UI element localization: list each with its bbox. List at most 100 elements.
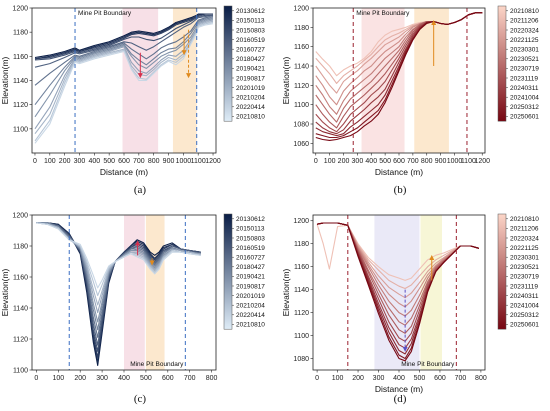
x-tick-label: 500	[140, 375, 152, 382]
boundary-label: Mine Pit Boundary	[356, 10, 410, 17]
y-tick-label: 1160	[13, 54, 28, 61]
x-tick-label: 100	[52, 375, 64, 382]
y-tick-label: 1140	[294, 287, 309, 294]
x-tick-label: 900	[163, 158, 175, 165]
legend-entry: 20220324	[510, 235, 539, 242]
legend-entry: 20210810	[510, 8, 539, 15]
x-tick-label: 1200	[205, 158, 221, 165]
x-tick-label: 400	[365, 158, 377, 165]
x-tick-label: 0	[314, 158, 318, 165]
x-tick-label: 100	[324, 158, 336, 165]
x-axis-label: Distance (m)	[375, 384, 423, 394]
x-tick-label: 0	[33, 158, 37, 165]
y-tick-label: 1140	[294, 64, 309, 71]
legend-entry: 20150113	[236, 18, 265, 25]
y-tick-label: 1180	[294, 25, 309, 32]
legend-entry: 20221125	[510, 37, 539, 44]
x-tick-label: 600	[393, 158, 405, 165]
legend-entry: 20160727	[236, 47, 265, 54]
legend-entry: 20241004	[510, 303, 539, 310]
legend-entry: 20180427	[236, 264, 265, 271]
series-line	[316, 224, 480, 281]
x-tick-label: 100	[332, 375, 344, 382]
legend-entry: 20190421	[236, 274, 265, 281]
y-tick-label: 1120	[13, 102, 28, 109]
y-tick-label: 1120	[13, 337, 28, 344]
y-tick-label: 1160	[294, 44, 309, 51]
panel-caption: (d)	[394, 393, 407, 405]
x-tick-label: 800	[475, 375, 487, 382]
legend-entry: 20240311	[510, 85, 539, 92]
x-tick-label: 300	[74, 158, 86, 165]
y-tick-label: 1100	[294, 333, 309, 340]
x-tick-label: 600	[434, 375, 446, 382]
y-tick-label: 1180	[294, 241, 309, 248]
legend-colorbar	[223, 213, 233, 330]
legend-entry: 20220324	[510, 27, 539, 34]
legend-entry: 20231119	[510, 283, 538, 290]
x-tick-label: 800	[206, 375, 218, 382]
legend-entry: 20240311	[510, 293, 539, 300]
series-line	[36, 222, 201, 289]
y-tick-label: 1120	[294, 83, 309, 90]
y-axis-label: Elevation(m)	[281, 56, 291, 104]
y-tick-label: 1200	[293, 218, 309, 225]
legend-entry: 20250312	[510, 104, 539, 111]
x-tick-label: 1100	[191, 158, 206, 165]
legend-entry: 20230301	[510, 47, 539, 54]
panel-caption: (a)	[134, 184, 147, 196]
series-group	[316, 222, 480, 362]
legend-entry: 20201019	[236, 85, 265, 92]
highlight-band	[124, 215, 145, 370]
series-line	[34, 19, 214, 130]
y-tick-label: 1100	[13, 126, 28, 133]
y-tick-label: 1160	[294, 264, 309, 271]
x-tick-label: 400	[393, 375, 405, 382]
chart-panel-a: Mine Pit Boundary 0 100 200 300 400 500 600 700 8…	[0, 6, 265, 197]
legend-entry: 20160519	[236, 245, 265, 252]
x-tick-label: 400	[118, 375, 130, 382]
y-tick-label: 1140	[13, 78, 28, 85]
x-tick-label: 500	[103, 158, 115, 165]
x-tick-label: 900	[435, 158, 447, 165]
legend-entry: 20160727	[236, 255, 265, 262]
highlight-band	[361, 8, 405, 153]
legend-entry: 20210810	[236, 114, 265, 121]
highlight-band	[414, 8, 449, 153]
legend-entry: 20201019	[236, 293, 265, 300]
series-line	[34, 14, 213, 61]
highlight-band	[145, 215, 165, 370]
x-axis-label: Distance (m)	[100, 167, 148, 177]
legend-entry: 20211206	[510, 226, 539, 233]
series-line	[34, 14, 214, 68]
legend-entry: 20190817	[236, 283, 265, 290]
x-tick-label: 600	[162, 375, 174, 382]
x-tick-label: 1100	[461, 158, 476, 165]
y-axis-label: Elevation(m)	[0, 56, 10, 104]
legend-entry: 20180427	[236, 56, 265, 63]
series-line	[34, 21, 214, 142]
legend-entry: 20221125	[510, 245, 539, 252]
x-tick-label: 0	[34, 375, 38, 382]
legend-entry: 20210204	[236, 303, 265, 310]
legend-entry: 20230521	[510, 56, 539, 63]
y-axis-label: Elevation(m)	[0, 268, 10, 316]
legend-entry: 20150113	[236, 226, 265, 233]
y-tick-label: 1140	[13, 306, 28, 313]
x-tick-label: 0	[315, 375, 319, 382]
x-tick-label: 1200	[474, 158, 490, 165]
x-tick-label: 700	[407, 158, 419, 165]
legend-entry: 20230719	[510, 66, 539, 73]
x-tick-label: 800	[421, 158, 433, 165]
series-group	[315, 12, 483, 141]
x-tick-label: 1000	[447, 158, 463, 165]
legend-entry: 20241004	[510, 95, 539, 102]
legend-entry: 20220414	[236, 312, 265, 319]
x-tick-label: 300	[96, 375, 108, 382]
series-line	[34, 17, 214, 106]
x-tick-label: 200	[74, 375, 86, 382]
x-tick-label: 100	[44, 158, 56, 165]
boundary-label: Mine Pit Boundary	[401, 361, 455, 368]
y-tick-label: 1080	[293, 122, 309, 129]
panel-caption: (c)	[134, 393, 147, 405]
